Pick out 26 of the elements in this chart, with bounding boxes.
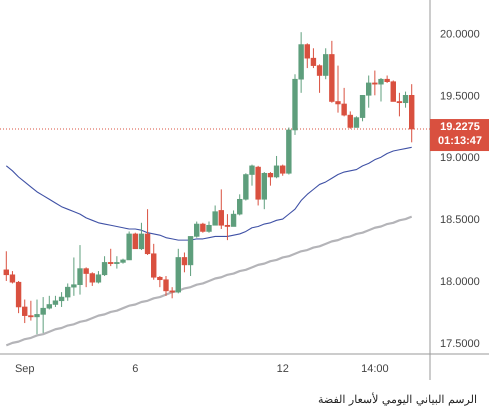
x-tick-label: Sep (14, 363, 35, 375)
y-tick-label: 18.5000 (440, 214, 480, 226)
candlestick (378, 77, 384, 102)
candlestick (402, 91, 408, 108)
candlestick (200, 222, 206, 234)
x-tick-label: 12 (276, 363, 289, 375)
candlestick (280, 164, 286, 176)
candlestick (274, 155, 280, 179)
y-tick-label: 20.0000 (440, 28, 480, 40)
candlestick (138, 222, 144, 251)
candlestick (132, 232, 138, 250)
text: الرسم البياني اليومي لأسعار الفضة (318, 393, 477, 406)
candlestick (372, 70, 378, 96)
y-tick-label: 19.5000 (440, 90, 480, 102)
candlestick (108, 248, 114, 267)
ref-line-label: 19.2275 (440, 121, 480, 134)
y-tick-label: 17.5000 (440, 338, 480, 350)
text: 01:13:47 (438, 135, 482, 148)
candlestick (182, 252, 188, 273)
x-tick-label: 14:00 (361, 363, 389, 375)
line-series (5, 216, 413, 346)
candlestick (323, 48, 328, 80)
candlestick (268, 172, 274, 186)
y-tick-label: 18.0000 (440, 276, 480, 288)
x-tick-label: 6 (132, 363, 138, 375)
y-tick-label: 19.0000 (440, 152, 480, 164)
